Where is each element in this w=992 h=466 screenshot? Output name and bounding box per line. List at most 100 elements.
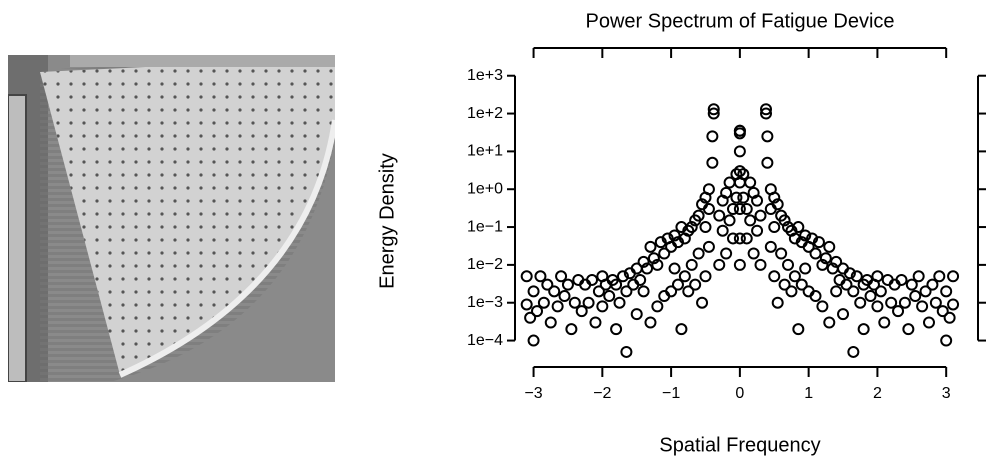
point [527,285,540,298]
y-tick-label: 1e+3 [467,67,503,84]
point [726,203,739,216]
point [843,267,856,280]
point [926,278,939,291]
x-tick-label: 2 [873,385,882,402]
point [847,285,860,298]
x-axis-label: Spatial Frequency [659,434,820,456]
point [740,203,753,216]
point [871,270,884,283]
point [689,214,702,227]
point [565,323,578,336]
point [892,305,905,318]
point [713,258,726,271]
point [740,232,753,245]
point [616,270,629,283]
point [754,209,767,222]
point [795,278,808,291]
point [647,252,660,265]
point [702,240,715,253]
y-tick-label: 1e+1 [467,143,503,160]
point [534,270,547,283]
x-tick-label: 0 [735,385,744,402]
y-tick-label: 1e−3 [467,294,503,311]
point [627,278,640,291]
point [575,305,588,318]
point [864,290,877,303]
point [744,214,757,227]
point [699,191,712,204]
point [603,290,616,303]
point [524,311,537,324]
point [898,296,911,309]
point [754,258,767,271]
point [733,232,746,245]
chart-title: Power Spectrum of Fatigue Device [585,10,894,32]
point [671,278,684,291]
point [737,168,750,181]
point [592,285,605,298]
point [747,247,760,260]
point [761,130,774,143]
point [775,247,788,260]
point [661,232,674,245]
point [830,255,843,268]
point [840,278,853,291]
point [713,209,726,222]
y-tick-label: 1e−4 [467,332,503,349]
point [733,203,746,216]
point [568,296,581,309]
point [792,323,805,336]
point [857,323,870,336]
point [682,285,695,298]
point [668,262,681,275]
point [764,240,777,253]
point [768,270,781,283]
point [940,285,953,298]
point [905,278,918,291]
point [733,127,746,140]
point [809,290,822,303]
point [548,285,561,298]
point [613,296,626,309]
point [768,191,781,204]
point [871,300,884,313]
point [699,221,712,234]
point [792,221,805,234]
point [520,298,533,311]
point [723,176,736,189]
point [706,130,719,143]
point [771,296,784,309]
point [809,247,822,260]
point [744,176,757,189]
point [760,107,773,120]
device-micrograph [8,55,335,382]
point [933,270,946,283]
point [947,298,960,311]
point [716,224,729,237]
point [812,236,825,249]
point [847,345,860,358]
point [685,258,698,271]
point [716,194,729,207]
point [706,156,719,169]
y-axis-label: Energy Density [376,153,398,289]
point [929,296,942,309]
point [799,262,812,275]
point [771,198,784,211]
point [527,334,540,347]
point [760,103,773,116]
point [737,191,750,204]
point [830,285,843,298]
point [537,296,550,309]
point [696,296,709,309]
point [788,270,801,283]
point [819,252,832,265]
point [806,232,819,245]
point [637,255,650,268]
point [620,285,633,298]
point [555,270,568,283]
y-tick-label: 1e−2 [467,256,503,273]
x-tick-label: 3 [942,385,951,402]
